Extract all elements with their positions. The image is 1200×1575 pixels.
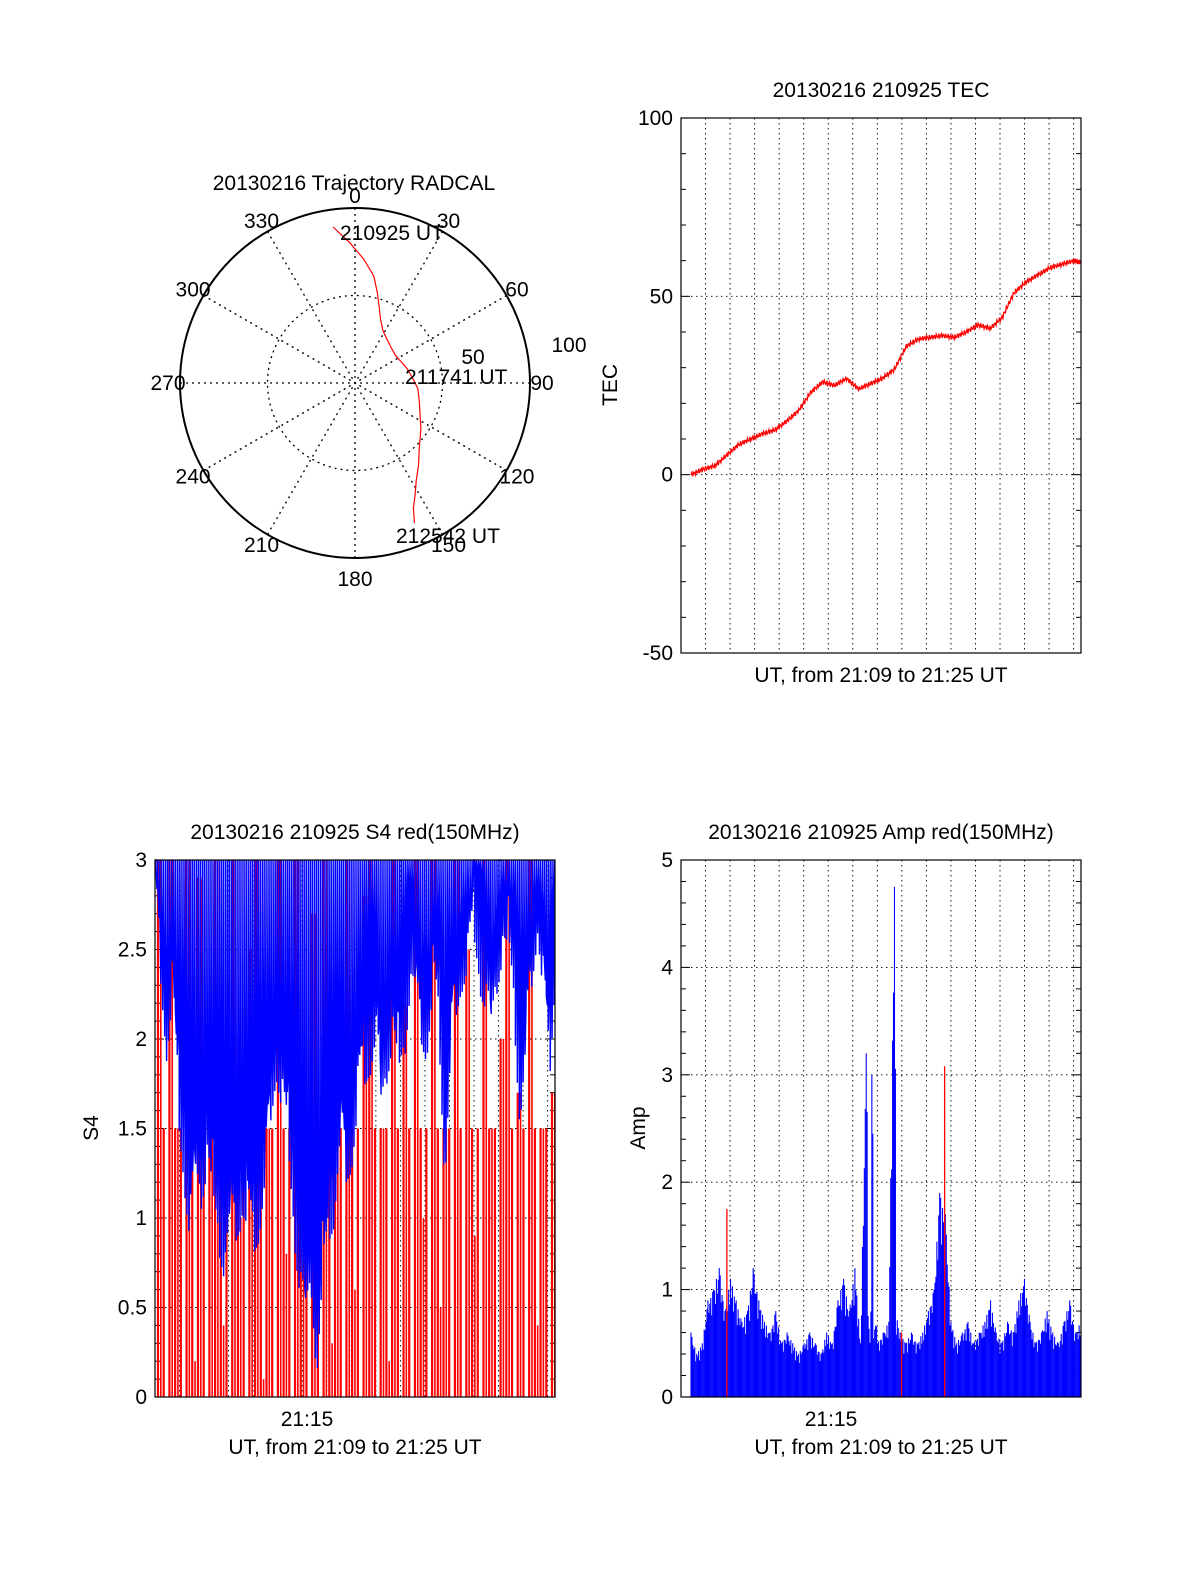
polar-spoke — [266, 231, 444, 535]
polar-angle-label: 0 — [349, 185, 361, 208]
polar-angle-label: 270 — [150, 372, 185, 395]
y-tick-label: 3 — [135, 849, 147, 872]
y-tick-label: 2 — [135, 1028, 147, 1051]
polar-angle-label: 300 — [176, 279, 211, 302]
tec-panel: 20130216 210925 TEC -50 0 50 100 TEC UT, fr… — [599, 79, 1082, 687]
y-tick-label: 0 — [135, 1386, 147, 1409]
trajectory-end-label: 212542 UT — [396, 525, 500, 548]
s4-blue-line — [155, 859, 555, 1368]
polar-angle-label: 30 — [437, 210, 460, 233]
y-tick-label: 1.5 — [118, 1118, 147, 1141]
polar-angle-label: 60 — [505, 279, 528, 302]
polar-grid — [179, 207, 531, 559]
tec-grid — [681, 118, 1081, 653]
polar-angle-label: 330 — [244, 210, 279, 233]
polar-angle-label: 240 — [176, 466, 211, 489]
amp-plot-frame — [680, 859, 1082, 1398]
polar-inner-circle — [266, 294, 444, 472]
y-tick-label: 2.5 — [118, 939, 147, 962]
y-tick-label: 4 — [661, 956, 673, 979]
s4-panel: 20130216 210925 S4 red(150MHz) 0 0.5 1 1.5 2… — [80, 821, 556, 1459]
polar-angle-label: 150 — [431, 534, 466, 557]
amp-panel: 20130216 210925 Amp red(150MHz) 0 1 2 3 4 5 2… — [627, 821, 1082, 1459]
amp-series — [690, 886, 1081, 1397]
polar-angle-label: 120 — [499, 466, 534, 489]
polar-angle-label: 90 — [530, 372, 553, 395]
s4-xlabel: UT, from 21:09 to 21:25 UT — [228, 1436, 481, 1459]
y-tick-label: 1 — [135, 1207, 147, 1230]
tec-plot-frame — [680, 117, 1082, 654]
amp-y-tick-labels: 0 1 2 3 4 5 — [661, 849, 673, 1409]
s4-plot-frame — [154, 859, 556, 1398]
polar-radius-label-50: 50 — [461, 346, 484, 369]
y-tick-label: 2 — [661, 1171, 673, 1194]
polar-angle-label: 180 — [337, 568, 372, 591]
amp-xlabel: UT, from 21:09 to 21:25 UT — [754, 1436, 1007, 1459]
trajectory-line — [332, 226, 422, 524]
y-tick-label: 0 — [661, 1386, 673, 1409]
polar-radius-label-100: 100 — [551, 334, 586, 357]
tec-ylabel: TEC — [599, 364, 622, 406]
polar-angle-labels: 0 30 60 90 120 150 180 210 240 270 300 330 — [150, 185, 553, 591]
s4-series — [155, 859, 556, 1397]
y-tick-label: 50 — [650, 285, 673, 308]
s4-y-tick-labels: 0 0.5 1 1.5 2 2.5 3 — [118, 849, 147, 1409]
y-tick-label: 5 — [661, 849, 673, 872]
amp-grid — [681, 860, 1081, 1397]
amp-xtick-label: 21:15 — [805, 1408, 858, 1431]
y-tick-label: 3 — [661, 1064, 673, 1087]
y-tick-label: 0 — [661, 464, 673, 487]
s4-xtick-label: 21:15 — [281, 1408, 334, 1431]
y-tick-label: 100 — [638, 107, 673, 130]
s4-ylabel: S4 — [80, 1115, 103, 1141]
y-tick-label: -50 — [643, 642, 673, 665]
tec-title: 20130216 210925 TEC — [773, 79, 990, 102]
tec-xlabel: UT, from 21:09 to 21:25 UT — [754, 664, 1007, 687]
amp-ylabel: Amp — [627, 1106, 650, 1149]
polar-angle-label: 210 — [244, 534, 279, 557]
trajectory-start-label: 210925 UT — [340, 222, 444, 245]
polar-title: 20130216 Trajectory RADCAL — [213, 172, 496, 195]
y-tick-label: 1 — [661, 1279, 673, 1302]
y-tick-label: 0.5 — [118, 1297, 147, 1320]
tec-series-line — [690, 258, 1081, 478]
trajectory-mid-label: 211741 UT — [405, 366, 508, 389]
polar-trajectory-panel: 20130216 Trajectory RADCAL 0 30 60 90 120 150… — [150, 172, 586, 591]
tec-y-tick-labels: -50 0 50 100 — [638, 107, 673, 665]
s4-title: 20130216 210925 S4 red(150MHz) — [190, 821, 519, 844]
amp-title: 20130216 210925 Amp red(150MHz) — [708, 821, 1054, 844]
